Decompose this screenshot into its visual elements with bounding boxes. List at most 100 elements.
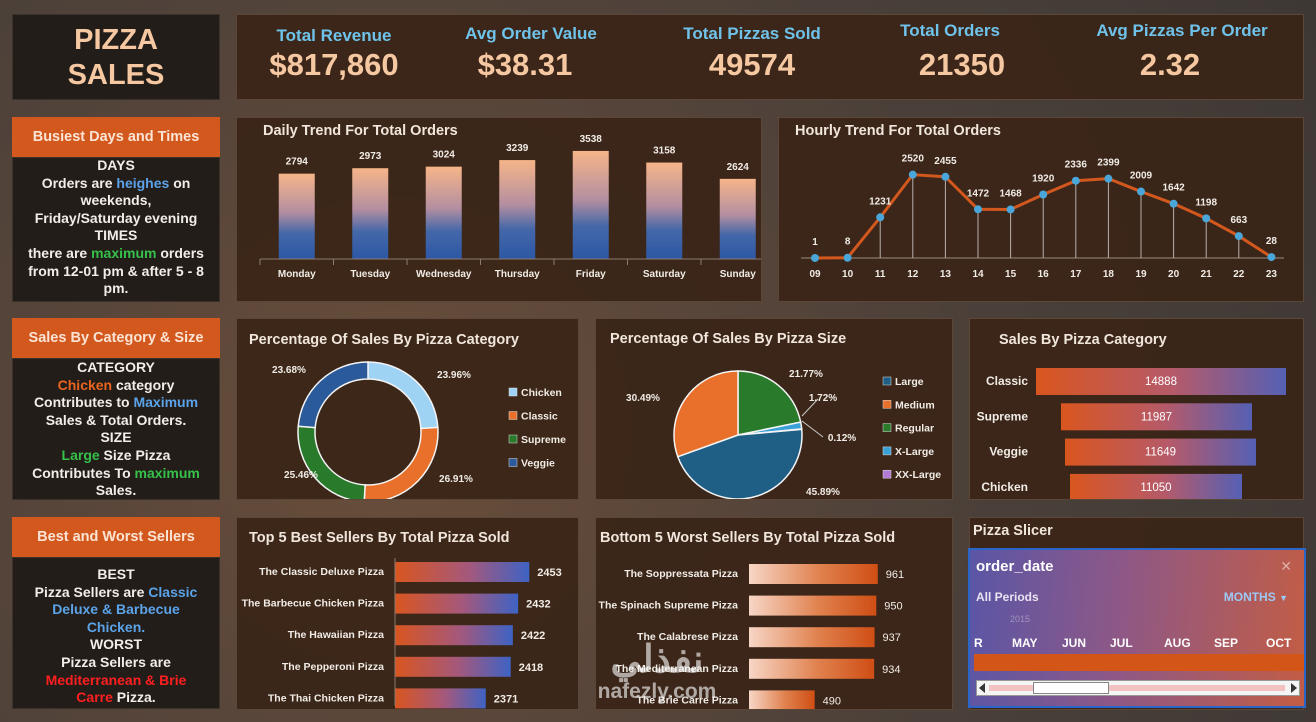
timeline-scrollbar[interactable]	[976, 680, 1300, 696]
daily-value-label: 3239	[506, 143, 529, 154]
donut-legend-swatch	[508, 434, 518, 444]
kpi-total-orders-label: Total Orders	[900, 21, 1000, 40]
daily-value-label: 3024	[433, 150, 456, 161]
slicer-month-label[interactable]: R	[974, 636, 983, 650]
category-donut-panel: Percentage Of Sales By Pizza Category 23…	[236, 318, 579, 500]
month-labels: R MAY JUN JUL AUG SEP OCT	[974, 636, 1304, 650]
pie-legend-swatch	[882, 400, 892, 409]
clear-filter-icon[interactable]: ✕	[1280, 558, 1292, 574]
hourly-value-label: 1198	[1195, 197, 1217, 208]
donut-value-label: 23.96%	[437, 370, 471, 381]
kpi-total-pizzas-sold-label: Total Pizzas Sold	[683, 24, 821, 43]
best-sellers-panel: Top 5 Best Sellers By Total Pizza Sold 2…	[236, 517, 579, 710]
hourly-x-label: 17	[1070, 269, 1082, 280]
slicer-month-label[interactable]: MAY	[1012, 636, 1038, 650]
kpi-total-pizzas-sold-value: 49574	[708, 47, 796, 82]
hourly-trend-chart: 1098101231112520122455131472141468151920…	[801, 154, 1284, 280]
hourly-point	[811, 253, 819, 262]
best-seller-bar	[395, 562, 530, 582]
daily-value-label: 2973	[359, 151, 382, 162]
busiest-notes: DAYS Orders are heighes on weekends, Fri…	[12, 157, 220, 298]
hourly-x-label: 11	[875, 269, 886, 280]
slicer-month-label[interactable]: OCT	[1266, 636, 1292, 650]
category-sales-bar	[1070, 473, 1242, 499]
best-seller-bar	[395, 688, 486, 709]
pie-value-label: 0.12%	[828, 433, 856, 444]
time-level-dropdown[interactable]: MONTHS ▼	[1223, 590, 1288, 604]
title-panel: PIZZA SALES	[12, 14, 220, 100]
worst-seller-label: The Brie Carre Pizza	[636, 694, 738, 706]
slicer-month-label[interactable]: AUG	[1164, 636, 1191, 650]
daily-value-label: 3538	[580, 134, 603, 145]
hourly-value-label: 28	[1266, 236, 1278, 247]
worst-sellers-chart: 961 The Soppressata Pizza 950 The Spinach S…	[599, 564, 904, 709]
daily-bar	[646, 162, 683, 259]
all-periods-label: All Periods	[976, 590, 1039, 604]
category-sales-value: 14888	[1145, 376, 1177, 388]
daily-category-label: Saturday	[643, 269, 686, 280]
worst-sellers-panel: Bottom 5 Worst Sellers By Total Pizza So…	[595, 517, 953, 710]
daily-bar	[352, 168, 389, 259]
donut-legend-label: Chicken	[521, 387, 562, 399]
hourly-point	[1071, 176, 1080, 185]
hourly-x-label: 10	[842, 269, 854, 280]
hourly-value-label: 2336	[1065, 160, 1088, 171]
donut-legend-swatch	[508, 387, 518, 397]
worst-seller-label: The Soppressata Pizza	[624, 568, 738, 580]
donut-legend-label: Classic	[521, 411, 558, 423]
busiest-heading: Busiest Days and Times	[12, 117, 220, 157]
daily-category-label: Friday	[576, 269, 606, 280]
hourly-point	[1202, 214, 1211, 223]
category-sales-label: Classic	[986, 374, 1028, 388]
worst-seller-label: The Spinach Supreme Pizza	[599, 600, 739, 612]
title-line-2: SALES	[67, 59, 165, 91]
daily-trend-chart: 2794 Monday 2973 Tuesday 3024 Wednesday 3239 Th…	[259, 134, 761, 280]
daily-trend-panel: Daily Trend For Total Orders 2794 Monday 2…	[236, 117, 762, 302]
worst-seller-label: The Calabrese Pizza	[637, 631, 738, 643]
best-seller-label: The Classic Deluxe Pizza	[259, 566, 384, 578]
scroll-track-fill	[989, 685, 1285, 691]
daily-value-label: 2794	[286, 157, 309, 168]
kpi-avg-pizzas-value: 2.32	[1139, 47, 1201, 82]
pie-slice	[676, 428, 803, 499]
size-pie-panel: Percentage Of Sales By Pizza Size 45.89%…	[595, 318, 953, 500]
chevron-down-icon: ▼	[1279, 593, 1288, 603]
hourly-value-label: 8	[845, 237, 851, 248]
worst-seller-value: 950	[884, 601, 902, 613]
best-seller-value: 2371	[494, 693, 518, 705]
category-sales-bar	[1036, 368, 1286, 395]
category-sales-bar	[1065, 438, 1256, 466]
hourly-x-label: 20	[1168, 269, 1180, 280]
hourly-value-label: 1920	[1032, 173, 1055, 184]
worst-seller-bar	[749, 690, 815, 709]
best-seller-value: 2432	[526, 599, 550, 611]
scroll-left-arrow[interactable]	[979, 683, 985, 693]
donut-slice	[367, 361, 439, 430]
daily-category-label: Wednesday	[416, 269, 472, 280]
category-sales-panel: Sales By Pizza Category 14888 Classic 1198…	[969, 318, 1304, 500]
donut-slice	[297, 361, 369, 429]
slicer-month-label[interactable]: JUL	[1110, 636, 1133, 650]
daily-bar	[425, 166, 462, 259]
category-sales-label: Chicken	[981, 480, 1028, 494]
hourly-trend-panel: Hourly Trend For Total Orders 1 09 8 10 1231…	[778, 117, 1304, 302]
slicer-month-label[interactable]: SEP	[1214, 636, 1239, 650]
hourly-point	[1039, 190, 1048, 199]
slicer-panel-title: Pizza Slicer	[973, 523, 1053, 539]
slicer-month-label[interactable]: JUN	[1062, 636, 1087, 650]
kpi-avg-order-value-value: $38.31	[477, 47, 573, 82]
pie-legend-label: Large	[895, 376, 924, 388]
date-timeline-slicer[interactable]: order_date ✕ All Periods MONTHS ▼ 2015 R…	[968, 548, 1306, 708]
pie-value-label: 30.49%	[626, 393, 660, 404]
hourly-value-label: 2009	[1130, 171, 1153, 182]
donut-value-label: 26.91%	[439, 474, 473, 485]
category-heading: Sales By Category & Size	[12, 318, 220, 358]
best-seller-value: 2418	[519, 662, 543, 674]
pie-slice	[737, 370, 802, 436]
scroll-right-arrow[interactable]	[1291, 683, 1297, 693]
scroll-thumb[interactable]	[1033, 682, 1109, 694]
month-tiles[interactable]	[974, 654, 1304, 671]
hourly-point	[1104, 174, 1113, 183]
pie-leader-line	[801, 420, 824, 438]
worst-seller-value: 961	[886, 569, 904, 581]
